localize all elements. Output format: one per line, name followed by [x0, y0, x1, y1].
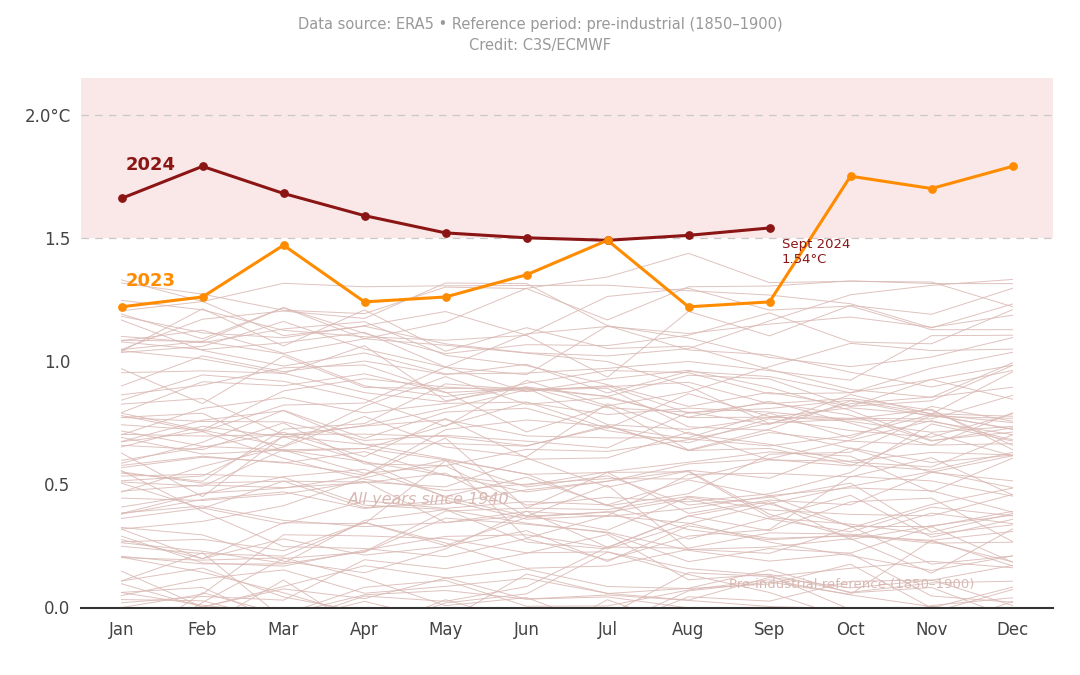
Point — [842, 171, 860, 182]
Point — [598, 235, 616, 246]
Text: 1.54°C: 1.54°C — [782, 252, 827, 265]
Bar — [81, 78, 1053, 238]
Text: Data source: ERA5 • Reference period: pre-industrial (1850–1900): Data source: ERA5 • Reference period: pr… — [298, 17, 782, 32]
Text: 2023: 2023 — [125, 271, 176, 290]
Point — [922, 183, 940, 194]
Point — [194, 161, 212, 171]
Point — [760, 223, 778, 234]
Point — [113, 193, 130, 204]
Text: Credit: C3S/ECMWF: Credit: C3S/ECMWF — [469, 38, 611, 53]
Point — [274, 188, 292, 199]
Text: Pre-industrial reference (1850–1900): Pre-industrial reference (1850–1900) — [729, 578, 974, 591]
Text: Sept 2024: Sept 2024 — [782, 238, 850, 251]
Point — [356, 210, 374, 221]
Point — [518, 269, 536, 280]
Point — [598, 235, 616, 246]
Point — [274, 240, 292, 250]
Point — [356, 296, 374, 307]
Point — [680, 230, 698, 241]
Point — [760, 296, 778, 307]
Point — [194, 292, 212, 302]
Point — [680, 302, 698, 313]
Point — [1004, 161, 1022, 171]
Text: All years since 1940: All years since 1940 — [348, 491, 510, 506]
Point — [518, 232, 536, 243]
Point — [436, 227, 455, 238]
Point — [436, 292, 455, 302]
Text: 2024: 2024 — [125, 156, 176, 173]
Point — [113, 302, 130, 313]
